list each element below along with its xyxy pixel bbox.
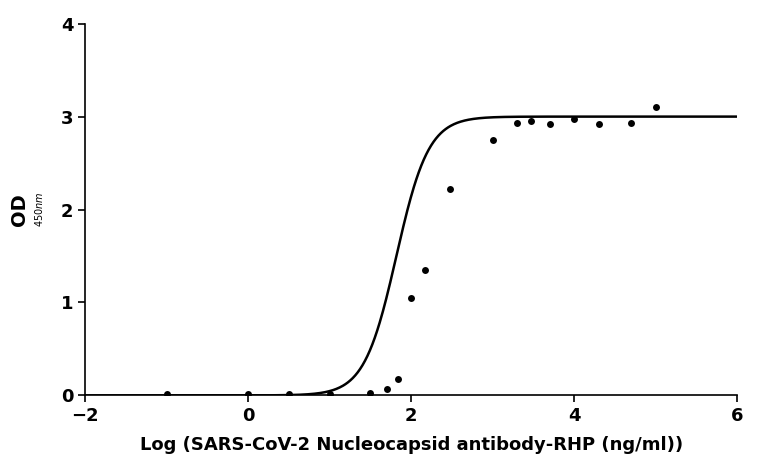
Point bbox=[444, 185, 456, 193]
Point bbox=[525, 117, 537, 125]
Point bbox=[568, 115, 580, 123]
Point bbox=[405, 294, 417, 301]
Text: $_{450nm}$: $_{450nm}$ bbox=[33, 192, 46, 227]
Point bbox=[650, 104, 662, 111]
Point bbox=[324, 390, 336, 398]
X-axis label: Log (SARS-CoV-2 Nucleocapsid antibody-RHP (ng/ml)): Log (SARS-CoV-2 Nucleocapsid antibody-RH… bbox=[140, 436, 682, 455]
Point bbox=[543, 120, 556, 128]
Point bbox=[625, 119, 637, 127]
Point bbox=[381, 385, 393, 393]
Point bbox=[511, 119, 523, 127]
Point bbox=[420, 266, 432, 274]
Point bbox=[364, 389, 376, 397]
Point bbox=[160, 390, 173, 398]
Point bbox=[593, 120, 605, 128]
Text: OD: OD bbox=[11, 193, 30, 226]
Point bbox=[392, 375, 404, 382]
Point bbox=[283, 390, 295, 398]
Point bbox=[486, 136, 499, 144]
Point bbox=[242, 390, 254, 398]
